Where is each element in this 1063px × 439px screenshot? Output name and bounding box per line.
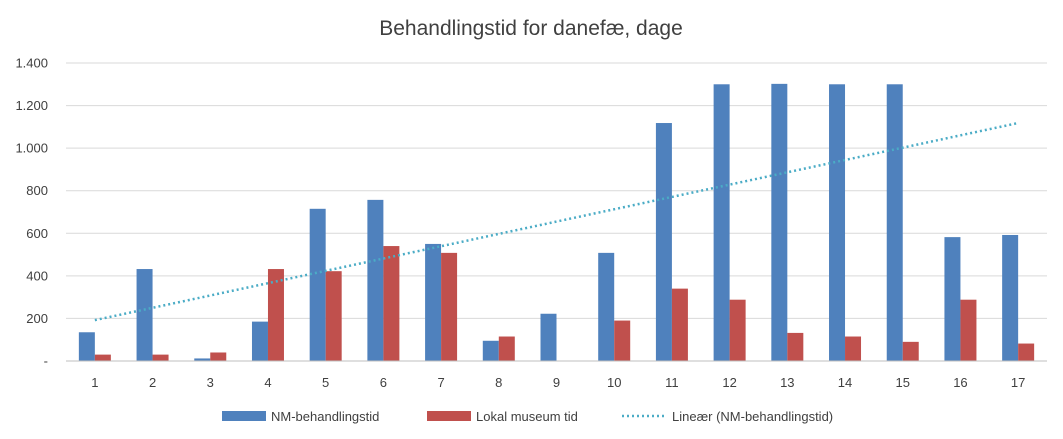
- bar-nm-behandlingstid: [136, 269, 153, 361]
- y-tick-label: -: [44, 354, 48, 369]
- bar-lokal-museum-tid: [267, 269, 284, 361]
- y-tick-label: 200: [26, 311, 48, 326]
- y-axis-ticks: - 200 400 600 800 1.000 1.200 1.400: [15, 56, 48, 369]
- bar-lokal-museum-tid: [902, 341, 919, 361]
- bar-lokal-museum-tid: [729, 299, 746, 361]
- bar-nm-behandlingstid: [655, 123, 672, 361]
- bar-nm-behandlingstid: [713, 84, 730, 362]
- bar-nm-behandlingstid: [251, 321, 268, 361]
- bar-nm-behandlingstid: [771, 83, 788, 362]
- x-tick-label: 3: [207, 375, 214, 390]
- bar-nm-behandlingstid: [482, 340, 499, 361]
- bar-lokal-museum-tid: [671, 288, 688, 361]
- trendline: [94, 121, 1019, 322]
- bar-nm-behandlingstid: [540, 313, 557, 361]
- y-tick-label: 800: [26, 183, 48, 198]
- x-tick-label: 8: [495, 375, 502, 390]
- y-tick-label: 1.400: [15, 56, 48, 71]
- bar-nm-behandlingstid: [367, 199, 384, 361]
- bar-lokal-museum-tid: [210, 352, 227, 361]
- x-tick-label: 11: [665, 375, 679, 390]
- x-tick-label: 1: [91, 375, 98, 390]
- x-tick-label: 4: [264, 375, 271, 390]
- bar-nm-behandlingstid: [886, 84, 903, 362]
- y-tick-label: 1.000: [15, 141, 48, 156]
- bar-lokal-museum-tid: [845, 336, 862, 361]
- bar-nm-behandlingstid: [1002, 234, 1019, 361]
- legend-label: NM-behandlingstid: [271, 409, 379, 424]
- y-tick-label: 400: [26, 268, 48, 283]
- bar-nm-behandlingstid: [944, 237, 961, 361]
- legend-item-lokal: Lokal museum tid: [427, 409, 578, 424]
- bar-nm-behandlingstid: [829, 84, 846, 362]
- legend-item-nm: NM-behandlingstid: [222, 409, 379, 424]
- x-axis-ticks: 1 2 3 4 5 6 7 8 9 10 11 12 13 14 15 16 17: [91, 375, 1025, 390]
- x-tick-label: 16: [953, 375, 967, 390]
- x-tick-label: 17: [1011, 375, 1025, 390]
- x-tick-label: 13: [780, 375, 794, 390]
- bar-lokal-museum-tid: [383, 246, 400, 361]
- x-tick-label: 15: [896, 375, 910, 390]
- bar-nm-behandlingstid: [598, 252, 615, 361]
- legend-item-trend: Lineær (NM-behandlingstid): [622, 409, 833, 424]
- bar-lokal-museum-tid: [498, 336, 515, 361]
- bar-lokal-museum-tid: [441, 252, 458, 361]
- legend-label: Lokal museum tid: [476, 409, 578, 424]
- x-tick-label: 2: [149, 375, 156, 390]
- bar-lokal-museum-tid: [960, 299, 977, 361]
- bar-lokal-museum-tid: [1018, 343, 1035, 361]
- bar-lokal-museum-tid: [614, 320, 631, 361]
- bar-nm-behandlingstid: [78, 332, 95, 361]
- x-tick-label: 6: [380, 375, 387, 390]
- bar-nm-behandlingstid: [194, 358, 211, 361]
- bar-lokal-museum-tid: [325, 271, 342, 361]
- chart-title: Behandlingstid for danefæ, dage: [379, 17, 683, 40]
- bars: [78, 83, 1035, 362]
- legend-swatch: [427, 411, 471, 421]
- bar-lokal-museum-tid: [94, 354, 111, 361]
- bar-nm-behandlingstid: [425, 243, 442, 361]
- bar-nm-behandlingstid: [309, 208, 326, 361]
- trendline-linear: [94, 121, 1019, 322]
- y-tick-label: 600: [26, 226, 48, 241]
- gridlines: [66, 62, 1047, 319]
- x-tick-label: 14: [838, 375, 852, 390]
- y-tick-label: 1.200: [15, 98, 48, 113]
- bar-lokal-museum-tid: [787, 332, 804, 361]
- x-tick-label: 7: [437, 375, 444, 390]
- x-tick-label: 5: [322, 375, 329, 390]
- bar-lokal-museum-tid: [152, 354, 169, 361]
- x-tick-label: 12: [722, 375, 736, 390]
- x-tick-label: 9: [553, 375, 560, 390]
- legend: NM-behandlingstid Lokal museum tid Lineær …: [222, 409, 833, 424]
- x-tick-label: 10: [607, 375, 621, 390]
- legend-swatch: [222, 411, 266, 421]
- legend-label: Lineær (NM-behandlingstid): [672, 409, 833, 424]
